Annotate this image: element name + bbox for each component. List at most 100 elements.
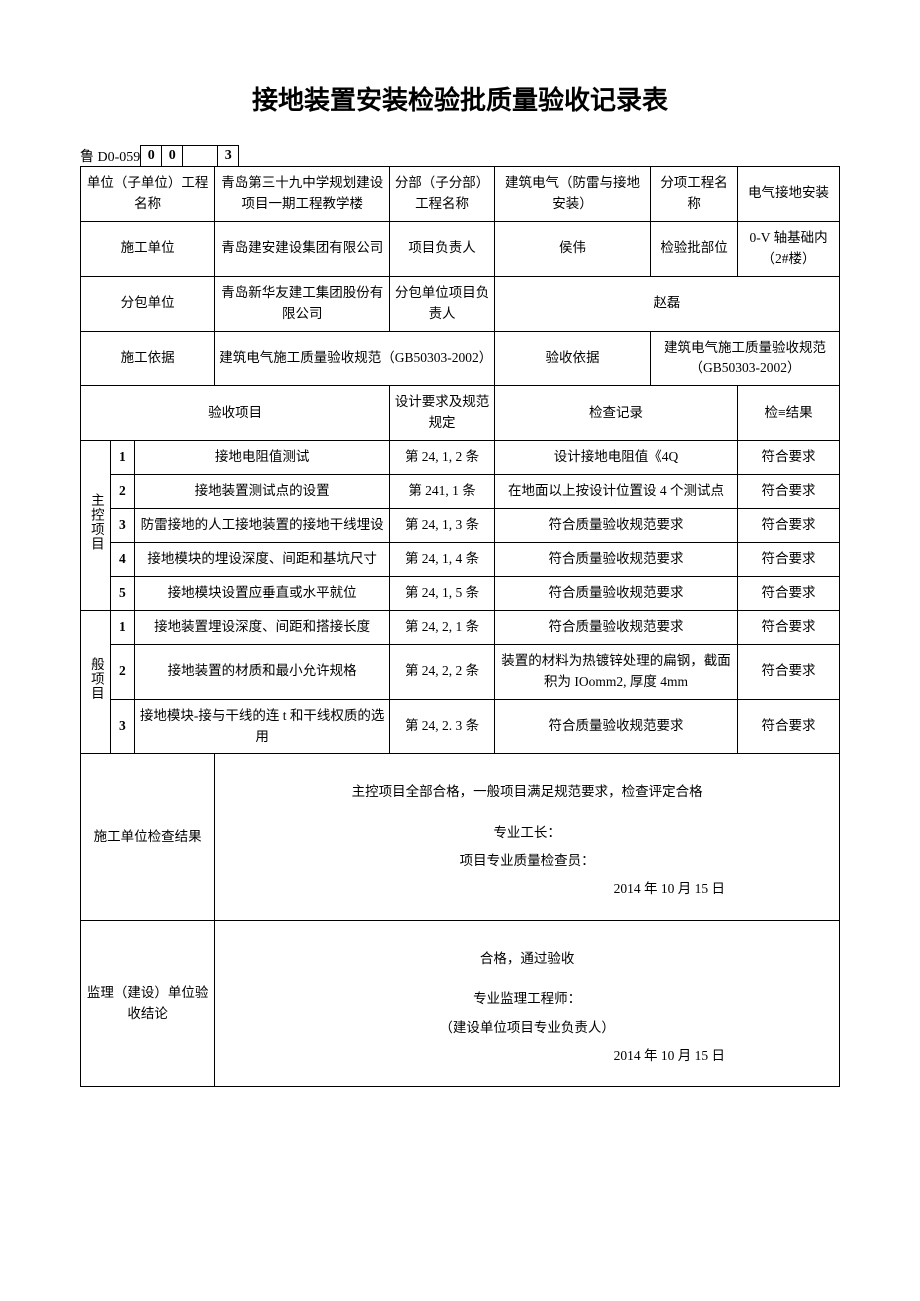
footer-supervisor-content: 合格，通过验收 专业监理工程师： （建设单位项目专业负责人） 2014 年 10… (215, 920, 840, 1086)
item-spec: 第 24, 2. 3 条 (390, 699, 495, 754)
item-spec: 第 241, 1 条 (390, 475, 495, 509)
item-record: 装置的材料为热镀锌处理的扁钢，截面积为 IOomm2, 厚度 4mm (494, 644, 737, 699)
item-spec: 第 24, 1, 3 条 (390, 509, 495, 543)
table-row: 单位（子单位）工程名称 青岛第三十九中学规划建设项目一期工程教学楼 分部（子分部… (81, 167, 840, 222)
footer-line: （建设单位项目专业负责人） (229, 1014, 825, 1042)
row-num: 2 (110, 475, 134, 509)
main-table: 单位（子单位）工程名称 青岛第三十九中学规划建设项目一期工程教学楼 分部（子分部… (80, 166, 840, 1087)
doc-code-row: 鲁 D0-059 0 0 3 (80, 145, 840, 167)
col-item: 验收项目 (81, 386, 390, 441)
cell-basis-label: 施工依据 (81, 331, 215, 386)
table-row: 主控项目 1 接地电阻值测试 第 24, 1, 2 条 设计接地电阻值《4Q 符… (81, 441, 840, 475)
item-result: 符合要求 (738, 542, 840, 576)
item-record: 在地面以上按设计位置设 4 个测试点 (494, 475, 737, 509)
item-name: 防雷接地的人工接地装置的接地干线埋设 (134, 509, 389, 543)
item-spec: 第 24, 2, 1 条 (390, 610, 495, 644)
item-spec: 第 24, 1, 5 条 (390, 576, 495, 610)
footer-builder-label: 施工单位检查结果 (81, 754, 215, 920)
row-num: 1 (110, 441, 134, 475)
table-row: 施工单位检查结果 主控项目全部合格，一般项目满足规范要求，检查评定合格 专业工长… (81, 754, 840, 920)
cell-basis: 建筑电气施工质量验收规范（GB50303-2002） (215, 331, 495, 386)
item-spec: 第 24, 1, 2 条 (390, 441, 495, 475)
cell-subcontract-label: 分包单位 (81, 276, 215, 331)
item-record: 符合质量验收规范要求 (494, 610, 737, 644)
footer-supervisor-label: 监理（建设）单位验收结论 (81, 920, 215, 1086)
table-row: 4 接地模块的埋设深度、间距和基坑尺寸 第 24, 1, 4 条 符合质量验收规… (81, 542, 840, 576)
group-yiban: 般项目 (81, 610, 111, 754)
row-num: 1 (110, 610, 134, 644)
item-spec: 第 24, 2, 2 条 (390, 644, 495, 699)
table-row: 施工依据 建筑电气施工质量验收规范（GB50303-2002） 验收依据 建筑电… (81, 331, 840, 386)
cell-subpart: 建筑电气（防雷与接地安装） (494, 167, 650, 222)
table-row: 2 接地装置的材质和最小允许规格 第 24, 2, 2 条 装置的材料为热镀锌处… (81, 644, 840, 699)
cell-builder-label: 施工单位 (81, 221, 215, 276)
cell-subpart-label: 分部（子分部）工程名称 (390, 167, 495, 222)
footer-line: 专业监理工程师： (229, 985, 825, 1013)
cell-builder: 青岛建安建设集团有限公司 (215, 221, 390, 276)
cell-pm-label: 项目负责人 (390, 221, 495, 276)
cell-batch: 0-V 轴基础内（2#楼） (738, 221, 840, 276)
code-box: 3 (217, 145, 239, 167)
row-num: 5 (110, 576, 134, 610)
item-name: 接地装置埋设深度、间距和搭接长度 (134, 610, 389, 644)
cell-subcontract: 青岛新华友建工集团股份有限公司 (215, 276, 390, 331)
col-result: 检≡结果 (738, 386, 840, 441)
footer-line: 主控项目全部合格，一般项目满足规范要求，检查评定合格 (229, 778, 825, 806)
row-num: 4 (110, 542, 134, 576)
row-num: 2 (110, 644, 134, 699)
code-box: 0 (140, 145, 162, 167)
cell-unit-name-label: 单位（子单位）工程名称 (81, 167, 215, 222)
item-result: 符合要求 (738, 509, 840, 543)
table-row: 3 接地模块-接与干线的连 t 和干线权质的选用 第 24, 2. 3 条 符合… (81, 699, 840, 754)
cell-subitem-label: 分项工程名称 (651, 167, 738, 222)
table-row: 施工单位 青岛建安建设集团有限公司 项目负责人 侯伟 检验批部位 0-V 轴基础… (81, 221, 840, 276)
cell-subcontract-pm: 赵磊 (494, 276, 839, 331)
item-name: 接地装置测试点的设置 (134, 475, 389, 509)
item-name: 接地模块-接与干线的连 t 和干线权质的选用 (134, 699, 389, 754)
code-boxes: 0 0 3 (140, 145, 239, 167)
code-box (182, 145, 218, 167)
row-num: 3 (110, 699, 134, 754)
item-result: 符合要求 (738, 644, 840, 699)
item-spec: 第 24, 1, 4 条 (390, 542, 495, 576)
item-name: 接地模块的埋设深度、间距和基坑尺寸 (134, 542, 389, 576)
cell-pm: 侯伟 (494, 221, 650, 276)
doc-code-label: 鲁 D0-059 (80, 146, 140, 166)
col-record: 检查记录 (494, 386, 737, 441)
item-record: 符合质量验收规范要求 (494, 576, 737, 610)
cell-unit-name: 青岛第三十九中学规划建设项目一期工程教学楼 (215, 167, 390, 222)
cell-subitem: 电气接地安装 (738, 167, 840, 222)
table-row: 5 接地模块设置应垂直或水平就位 第 24, 1, 5 条 符合质量验收规范要求… (81, 576, 840, 610)
item-name: 接地电阻值测试 (134, 441, 389, 475)
item-result: 符合要求 (738, 475, 840, 509)
group-zhukong: 主控项目 (81, 441, 111, 611)
item-record: 符合质量验收规范要求 (494, 542, 737, 576)
item-record: 符合质量验收规范要求 (494, 509, 737, 543)
table-row: 分包单位 青岛新华友建工集团股份有限公司 分包单位项目负责人 赵磊 (81, 276, 840, 331)
table-row: 监理（建设）单位验收结论 合格，通过验收 专业监理工程师： （建设单位项目专业负… (81, 920, 840, 1086)
item-result: 符合要求 (738, 699, 840, 754)
item-result: 符合要求 (738, 610, 840, 644)
col-spec: 设计要求及规范规定 (390, 386, 495, 441)
footer-line: 合格，通过验收 (229, 945, 825, 973)
footer-date: 2014 年 10 月 15 日 (229, 1042, 825, 1070)
item-record: 符合质量验收规范要求 (494, 699, 737, 754)
item-name: 接地装置的材质和最小允许规格 (134, 644, 389, 699)
cell-accept-basis: 建筑电气施工质量验收规范（GB50303-2002） (651, 331, 840, 386)
cell-accept-basis-label: 验收依据 (494, 331, 650, 386)
page-title: 接地装置安装检验批质量验收记录表 (80, 80, 840, 117)
table-row: 般项目 1 接地装置埋设深度、间距和搭接长度 第 24, 2, 1 条 符合质量… (81, 610, 840, 644)
item-result: 符合要求 (738, 576, 840, 610)
cell-subcontract-pm-label: 分包单位项目负责人 (390, 276, 495, 331)
table-row: 2 接地装置测试点的设置 第 241, 1 条 在地面以上按设计位置设 4 个测… (81, 475, 840, 509)
table-row: 3 防雷接地的人工接地装置的接地干线埋设 第 24, 1, 3 条 符合质量验收… (81, 509, 840, 543)
footer-builder-content: 主控项目全部合格，一般项目满足规范要求，检查评定合格 专业工长： 项目专业质量检… (215, 754, 840, 920)
cell-batch-label: 检验批部位 (651, 221, 738, 276)
footer-line: 项目专业质量检查员： (229, 847, 825, 875)
item-result: 符合要求 (738, 441, 840, 475)
footer-line: 专业工长： (229, 819, 825, 847)
item-record: 设计接地电阻值《4Q (494, 441, 737, 475)
row-num: 3 (110, 509, 134, 543)
code-box: 0 (161, 145, 183, 167)
table-row: 验收项目 设计要求及规范规定 检查记录 检≡结果 (81, 386, 840, 441)
